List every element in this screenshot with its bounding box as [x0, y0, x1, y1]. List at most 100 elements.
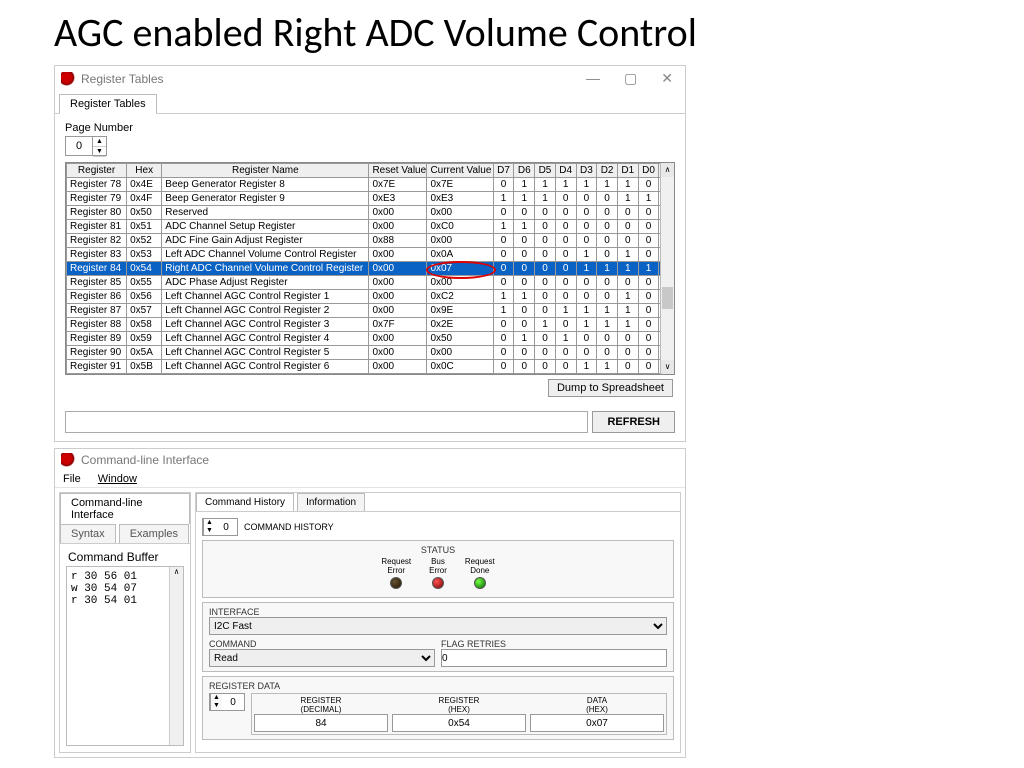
cell[interactable]: 0 [514, 360, 535, 374]
cell[interactable]: 1 [493, 220, 514, 234]
maximize-button[interactable]: ▢ [618, 70, 643, 87]
command-select[interactable]: Read [209, 649, 435, 667]
cell[interactable]: Register 80 [67, 206, 127, 220]
cell[interactable]: 1 [597, 360, 618, 374]
cell[interactable]: 0x7E [369, 178, 427, 192]
cell[interactable]: 0 [617, 206, 638, 220]
page-number-input[interactable] [66, 140, 92, 152]
table-scrollbar[interactable]: ∧ ∨ [660, 163, 674, 374]
cell[interactable]: 0 [555, 318, 576, 332]
cell[interactable]: 1 [576, 248, 597, 262]
cell[interactable]: 0x00 [427, 346, 493, 360]
cell[interactable]: 1 [638, 192, 659, 206]
cell[interactable]: 0 [555, 234, 576, 248]
cell[interactable]: 0 [514, 276, 535, 290]
cell[interactable]: 0 [638, 290, 659, 304]
cell[interactable]: 0x7E [427, 178, 493, 192]
cell[interactable]: ADC Channel Setup Register [162, 220, 369, 234]
cell[interactable]: 0 [514, 262, 535, 276]
cell[interactable]: 0 [597, 248, 618, 262]
menu-window[interactable]: Window [98, 473, 137, 485]
cell[interactable]: Beep Generator Register 8 [162, 178, 369, 192]
cell[interactable]: 0 [555, 206, 576, 220]
cell[interactable]: 0 [555, 360, 576, 374]
cell[interactable]: 0x56 [127, 290, 162, 304]
cell[interactable]: 1 [493, 192, 514, 206]
cell[interactable]: 0 [535, 290, 556, 304]
cell[interactable]: 0x88 [369, 234, 427, 248]
cell[interactable]: 0 [514, 234, 535, 248]
cell[interactable]: Left ADC Channel Volume Control Register [162, 248, 369, 262]
cell[interactable]: 0 [638, 332, 659, 346]
cell[interactable]: 0 [535, 346, 556, 360]
cell[interactable]: 0 [617, 276, 638, 290]
cell[interactable]: 0x0C [427, 360, 493, 374]
cell[interactable]: 0 [535, 332, 556, 346]
cell[interactable]: 0 [617, 332, 638, 346]
table-row[interactable]: Register 910x5BLeft Channel AGC Control … [67, 360, 674, 374]
cell[interactable]: 0 [638, 248, 659, 262]
cell[interactable]: 0x00 [369, 206, 427, 220]
cell[interactable]: 1 [576, 178, 597, 192]
cell[interactable]: 0 [638, 276, 659, 290]
cell[interactable]: 0 [638, 206, 659, 220]
history-index-input[interactable] [215, 519, 237, 535]
regdata-value[interactable] [392, 714, 526, 732]
cell[interactable]: 0 [535, 360, 556, 374]
cell[interactable]: ADC Fine Gain Adjust Register [162, 234, 369, 248]
cell[interactable]: Left Channel AGC Control Register 1 [162, 290, 369, 304]
cell[interactable]: 0x50 [427, 332, 493, 346]
command-buffer[interactable]: r 30 56 01 w 30 54 07 r 30 54 01∧ [66, 566, 184, 746]
cell[interactable]: 0xE3 [427, 192, 493, 206]
cell[interactable]: Reserved [162, 206, 369, 220]
menu-file[interactable]: File [63, 473, 81, 485]
cell[interactable]: 1 [576, 262, 597, 276]
tab-cli[interactable]: Command-line Interface [60, 493, 190, 524]
scroll-up-icon[interactable]: ∧ [661, 163, 674, 177]
cell[interactable]: 0 [638, 178, 659, 192]
cell[interactable]: Register 85 [67, 276, 127, 290]
cell[interactable]: ADC Phase Adjust Register [162, 276, 369, 290]
cell[interactable]: 1 [514, 178, 535, 192]
table-row[interactable]: Register 900x5ALeft Channel AGC Control … [67, 346, 674, 360]
cell[interactable]: 0 [597, 234, 618, 248]
cell[interactable]: 0 [555, 346, 576, 360]
cell[interactable]: 0 [638, 220, 659, 234]
table-row[interactable]: Register 850x55ADC Phase Adjust Register… [67, 276, 674, 290]
cell[interactable]: 0 [597, 346, 618, 360]
cell[interactable]: 0x53 [127, 248, 162, 262]
cell[interactable]: 0 [535, 304, 556, 318]
cell[interactable]: 0 [493, 346, 514, 360]
page-number-spinner[interactable]: ▲▼ [65, 136, 107, 156]
cell[interactable]: 1 [555, 332, 576, 346]
cell[interactable]: 1 [493, 304, 514, 318]
cell[interactable]: 0 [493, 262, 514, 276]
cell[interactable]: 0x55 [127, 276, 162, 290]
cell[interactable]: 1 [514, 192, 535, 206]
dump-spreadsheet-button[interactable]: Dump to Spreadsheet [548, 379, 673, 397]
minimize-button[interactable]: — [580, 70, 606, 87]
cell[interactable]: 1 [535, 178, 556, 192]
regdata-index-input[interactable] [222, 694, 244, 710]
cell[interactable]: Register 79 [67, 192, 127, 206]
cell[interactable]: 0x00 [369, 346, 427, 360]
cell[interactable]: 1 [617, 178, 638, 192]
cell[interactable]: 0 [555, 248, 576, 262]
cell[interactable]: 1 [576, 360, 597, 374]
cell[interactable]: 0x00 [369, 304, 427, 318]
cell[interactable]: Beep Generator Register 9 [162, 192, 369, 206]
cell[interactable]: 0 [555, 290, 576, 304]
cell[interactable]: 0x00 [427, 234, 493, 248]
cell[interactable]: Left Channel AGC Control Register 5 [162, 346, 369, 360]
cell[interactable]: 0 [617, 360, 638, 374]
cell[interactable]: Register 87 [67, 304, 127, 318]
cell[interactable]: 0x4E [127, 178, 162, 192]
cell[interactable]: Left Channel AGC Control Register 3 [162, 318, 369, 332]
cell[interactable]: 0xC0 [427, 220, 493, 234]
cell[interactable]: 1 [576, 304, 597, 318]
refresh-button[interactable]: REFRESH [592, 411, 675, 433]
cell[interactable]: 0 [597, 220, 618, 234]
cell[interactable]: Left Channel AGC Control Register 6 [162, 360, 369, 374]
cell[interactable]: 0x5B [127, 360, 162, 374]
cell[interactable]: 0 [638, 346, 659, 360]
